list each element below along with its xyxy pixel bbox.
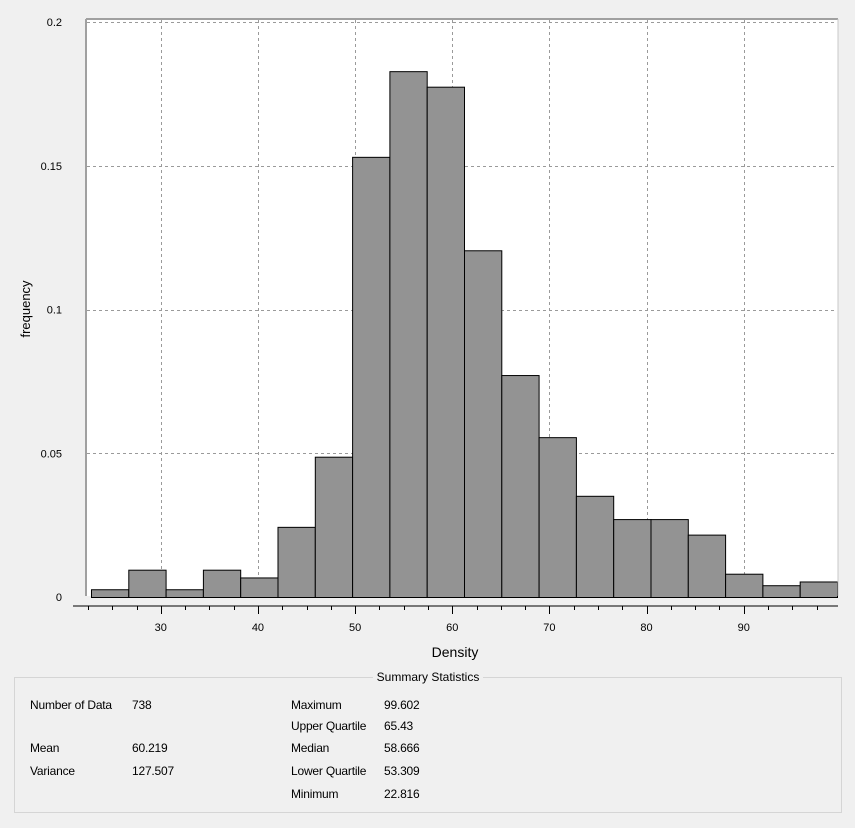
summary-title-text: Summary Statistics	[372, 670, 484, 684]
maximum-label: Maximum	[291, 698, 342, 712]
histogram-bar	[538, 437, 577, 598]
histogram-bar	[91, 589, 130, 598]
histogram-bar	[240, 577, 279, 599]
x-tick-label: 70	[543, 622, 555, 634]
lower-quartile-label: Lower Quartile	[291, 764, 367, 778]
x-tick-label: 30	[155, 622, 167, 634]
histogram-bar	[464, 250, 503, 598]
histogram-chart: 30 40 50 60 70 80 90 0 0.05 0.1 0.15 0.2 Density f…	[18, 17, 839, 660]
y-tick-label: 0.05	[41, 448, 62, 460]
histogram-bar	[650, 519, 689, 599]
histogram-bar	[725, 573, 764, 599]
variance-value: 127.507	[132, 764, 174, 778]
x-tick-label: 80	[640, 622, 652, 634]
upper-quartile-value: 65.43	[384, 719, 414, 733]
histogram-bar	[501, 375, 540, 598]
mean-value: 60.219	[132, 741, 168, 755]
summary-statistics-panel: Summary Statistics Number of Data 738 Me…	[14, 670, 842, 813]
median-label: Median	[291, 741, 330, 755]
median-value: 58.666	[384, 741, 420, 755]
x-axis-ticks: 30 40 50 60 70 80 90	[88, 606, 818, 634]
number-of-data-label: Number of Data	[30, 698, 112, 712]
lower-quartile-value: 53.309	[384, 764, 420, 778]
summary-statistics-title: Summary Statistics	[15, 670, 841, 684]
x-tick-label: 50	[349, 622, 361, 634]
x-tick-label: 40	[252, 622, 264, 634]
histogram-bar	[202, 569, 242, 598]
histogram-bar	[575, 495, 615, 598]
maximum-value: 99.602	[384, 698, 420, 712]
upper-quartile-label: Upper Quartile	[291, 719, 367, 733]
y-axis-label: frequency	[18, 280, 33, 338]
histogram-bars	[91, 71, 838, 599]
histogram-bar	[352, 156, 391, 598]
y-axis-ticks: 0 0.05 0.1 0.15 0.2	[41, 17, 62, 604]
histogram-bar	[389, 71, 428, 599]
y-tick-label: 0.2	[47, 17, 62, 29]
x-axis-label: Density	[432, 644, 479, 660]
x-tick-label: 90	[738, 622, 750, 634]
y-tick-label: 0	[56, 592, 62, 604]
histogram-bar	[314, 456, 354, 599]
number-of-data-value: 738	[132, 698, 152, 712]
histogram-bar	[687, 534, 727, 598]
histogram-bar	[613, 519, 652, 599]
histogram-bar	[128, 569, 167, 598]
y-tick-label: 0.1	[47, 305, 62, 317]
plot-frame	[73, 18, 839, 607]
minimum-label: Minimum	[291, 787, 339, 801]
minimum-value: 22.816	[384, 787, 420, 801]
histogram-bar	[165, 589, 204, 598]
variance-label: Variance	[30, 764, 75, 778]
mean-label: Mean	[30, 741, 60, 755]
histogram-bar	[426, 86, 466, 598]
y-tick-label: 0.15	[41, 161, 62, 173]
histogram-bar	[762, 585, 801, 599]
histogram-bar	[799, 581, 838, 598]
x-tick-label: 60	[446, 622, 458, 634]
histogram-bar	[277, 526, 316, 598]
